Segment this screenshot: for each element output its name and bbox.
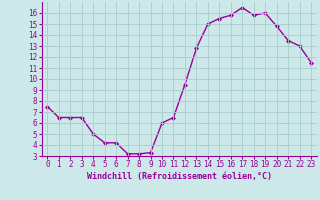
X-axis label: Windchill (Refroidissement éolien,°C): Windchill (Refroidissement éolien,°C): [87, 172, 272, 181]
